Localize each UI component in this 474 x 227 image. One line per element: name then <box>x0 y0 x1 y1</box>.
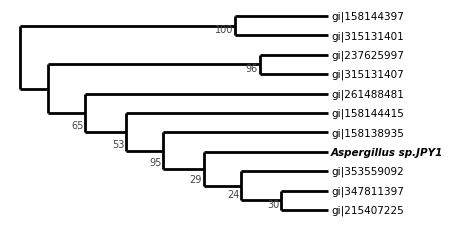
Text: gi|315131401: gi|315131401 <box>331 31 404 41</box>
Text: 95: 95 <box>149 158 162 168</box>
Text: 65: 65 <box>72 121 84 131</box>
Text: gi|215407225: gi|215407225 <box>331 205 404 215</box>
Text: 96: 96 <box>246 63 258 73</box>
Text: gi|261488481: gi|261488481 <box>331 89 404 99</box>
Text: gi|315131407: gi|315131407 <box>331 70 404 80</box>
Text: gi|158144397: gi|158144397 <box>331 12 404 22</box>
Text: 24: 24 <box>227 189 239 199</box>
Text: gi|158138935: gi|158138935 <box>331 128 404 138</box>
Text: gi|158144415: gi|158144415 <box>331 108 404 119</box>
Text: 30: 30 <box>267 199 280 209</box>
Text: 100: 100 <box>215 25 233 35</box>
Text: gi|347811397: gi|347811397 <box>331 186 404 196</box>
Text: 53: 53 <box>112 139 124 149</box>
Text: gi|237625997: gi|237625997 <box>331 50 404 61</box>
Text: gi|353559092: gi|353559092 <box>331 166 404 177</box>
Text: 29: 29 <box>190 175 202 185</box>
Text: Aspergillus sp.JPY1: Aspergillus sp.JPY1 <box>331 147 444 157</box>
